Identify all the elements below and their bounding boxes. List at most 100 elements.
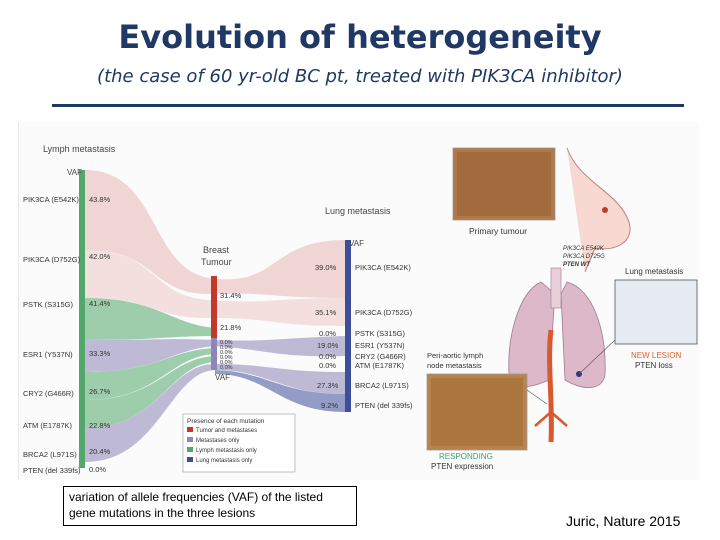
legend-swatch-mets (187, 437, 193, 442)
flow-atm (85, 356, 215, 428)
lung-metastasis-histology (614, 279, 698, 345)
lymph-label: PIK3CA (D752G) (23, 255, 81, 264)
lymph-label: PTEN (del 339fs) (23, 466, 81, 475)
mutation-line-2: PIK3CA D725G (563, 254, 605, 260)
lymph-title: Lymph metastasis (43, 144, 116, 154)
breast-value: 0.0% (220, 345, 233, 351)
legend-item: Metastases only (196, 438, 239, 444)
lymph-value: 33.3% (89, 349, 111, 358)
lymph-label: CRY2 (G466R) (23, 389, 74, 398)
lung-value: 39.0% (315, 263, 337, 272)
lymph-labels: PIK3CA (E542K) PIK3CA (D752G) PSTK (S315… (23, 195, 81, 475)
legend-swatch-tumor (187, 427, 193, 432)
legend-item: Lung metastasis only (196, 458, 252, 464)
lung-value: 9.2% (321, 401, 338, 410)
lung-label: ESR1 (Y537N) (355, 341, 405, 350)
breast-value: 0.0% (220, 355, 233, 361)
breast-outline (566, 147, 631, 273)
lesion-pointer (578, 339, 616, 375)
sankey-flows (85, 170, 345, 462)
flow-brca2 (85, 364, 345, 462)
lung-title: Lung metastasis (325, 206, 391, 216)
citation: Juric, Nature 2015 (566, 513, 681, 529)
periaortic-label-line1: Peri-aortic lymph (427, 351, 483, 360)
lung-value: 0.0% (319, 352, 336, 361)
breast-title-line2: Tumour (201, 257, 232, 267)
breast-vaf-label: VAF (215, 373, 230, 382)
lymph-label: BRCA2 (L971S) (23, 450, 77, 459)
figure-svg: Lymph metastasis VAF Breast Tumour VAF L… (23, 144, 698, 475)
legend-swatch-lung (187, 457, 193, 462)
breast-value: 0.0% (220, 340, 233, 346)
lymph-label: PSTK (S315G) (23, 300, 74, 309)
breast-vaf-bar (211, 276, 217, 370)
lung-value: 0.0% (319, 329, 336, 338)
lung-label: BRCA2 (L971S) (355, 381, 409, 390)
pten-loss-label: PTEN loss (635, 361, 673, 370)
lymph-value: 0.0% (89, 465, 106, 474)
flow-pik3ca-d752g (85, 250, 345, 326)
lung-value: 0.0% (319, 361, 336, 370)
pten-expression-label: PTEN expression (431, 462, 493, 471)
lymph-value: 20.4% (89, 447, 111, 456)
new-lesion-label: NEW LESION (631, 351, 681, 360)
lymph-value: 26.7% (89, 387, 111, 396)
breast-values: 31.4% 21.8% 0.0% 0.0% 0.0% 0.0% 0.0% 0.0… (220, 291, 242, 371)
responding-label: RESPONDING (439, 452, 493, 461)
lung-label: PIK3CA (E542K) (355, 263, 411, 272)
lymph-value: 43.8% (89, 195, 111, 204)
aorta-branches (534, 411, 568, 427)
breast-value: 0.0% (220, 360, 233, 366)
flow-cry2 (85, 348, 215, 400)
lung-label: CRY2 (G466R) (355, 352, 406, 361)
lung-value: 27.3% (317, 381, 339, 390)
aorta (547, 329, 554, 443)
breast-value: 31.4% (220, 291, 242, 300)
legend-title: Presence of each mutation (187, 418, 265, 425)
mutation-line-1: PIK3CA E542K (563, 246, 605, 252)
lymph-value: 41.4% (89, 299, 111, 308)
lymph-value: 42.0% (89, 252, 111, 261)
lymph-label: PIK3CA (E542K) (23, 195, 79, 204)
mutation-line-3: PTEN WT (563, 262, 591, 268)
breast-value: 0.0% (220, 350, 233, 356)
flow-esr1 (85, 336, 345, 372)
lung-label: ATM (E1787K) (355, 361, 405, 370)
lung-label: PSTK (S315G) (355, 329, 406, 338)
mutation-legend: Presence of each mutation Tumor and meta… (182, 413, 296, 473)
lymph-value: 22.8% (89, 421, 111, 430)
breast-value: 21.8% (220, 323, 242, 332)
legend-item: Tumor and metastases (196, 428, 257, 434)
trachea (550, 267, 562, 309)
lymph-node-pointer (526, 389, 548, 405)
lymph-vaf-bar (79, 170, 85, 468)
figure-caption: variation of allele frequencies (VAF) of… (63, 486, 357, 526)
periaortic-label-line2: node metastasis (427, 361, 482, 370)
lung-label: PIK3CA (D752G) (355, 308, 413, 317)
lung-metastasis-label: Lung metastasis (625, 267, 683, 276)
lung-labels: PIK3CA (E542K) PIK3CA (D752G) PSTK (S315… (355, 263, 413, 410)
lung-label: PTEN (del 339fs) (355, 401, 413, 410)
flow-pstk (85, 298, 215, 340)
right-lung (560, 281, 606, 388)
flow-pik3ca-e542k (85, 170, 345, 298)
primary-tumour-label: Primary tumour (469, 226, 527, 236)
lung-value: 35.1% (315, 308, 337, 317)
lung-vaf-bar (345, 240, 351, 412)
title-underline (52, 104, 684, 107)
legend-box (182, 413, 296, 473)
tumour-dot (602, 207, 608, 213)
lung-value: 19.0% (317, 341, 339, 350)
flow-pten (215, 370, 345, 412)
lymph-label: ESR1 (Y537N) (23, 350, 73, 359)
lymph-label: ATM (E1787K) (23, 421, 73, 430)
slide-subtitle: (the case of 60 yr-old BC pt, treated wi… (97, 66, 623, 87)
legend-item: Lymph metastasis only (196, 448, 257, 454)
anatomy-illustration: Primary tumour PIK3CA E542K PIK3CA D725G… (426, 147, 698, 471)
lung-vaf-label: VAF (349, 239, 364, 248)
slide-title: Evolution of heterogeneity (118, 18, 602, 56)
breast-value: 0.0% (220, 365, 233, 371)
lung-values: 39.0% 35.1% 0.0% 19.0% 0.0% 0.0% 27.3% 9… (315, 263, 339, 410)
lymph-vaf-label: VAF (67, 168, 82, 177)
figure-panel: Lymph metastasis VAF Breast Tumour VAF L… (18, 122, 699, 480)
